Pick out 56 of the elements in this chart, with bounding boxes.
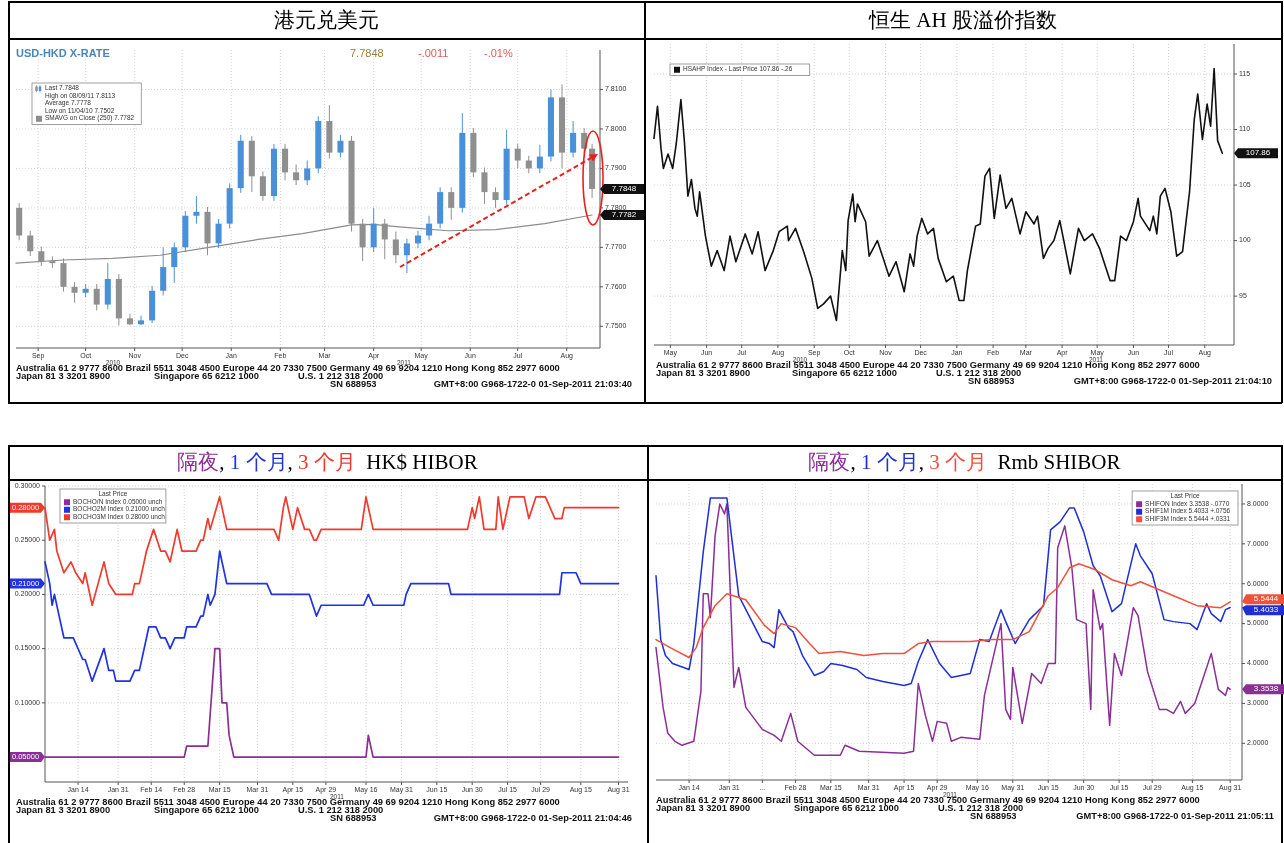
text: Japan 81 3 3201 8900: [16, 805, 111, 815]
text: 5.4033: [1253, 605, 1279, 615]
candlestick: [126, 313, 133, 326]
candlestick: [426, 215, 433, 241]
text: GMT+8:00 G968-1722-0 01-Sep-2011 21:03:40: [433, 379, 632, 389]
candlestick: [514, 143, 521, 169]
text: GMT+8:00 G968-1722-0 01-Sep-2011 21:04:46: [433, 813, 632, 823]
candlestick: [337, 134, 344, 158]
line-series: [655, 563, 1231, 659]
candlestick: [293, 163, 300, 186]
text: SN 688953: [968, 376, 1015, 386]
text: 3.3538: [1253, 684, 1279, 694]
text: Japan 81 3 3201 8900: [16, 371, 111, 381]
chart-title: 恒生 AH 股溢价指数: [867, 6, 1058, 34]
line-series: [653, 67, 1224, 322]
candlestick: [27, 230, 34, 257]
candlestick: [138, 315, 145, 326]
text: 5.5444: [1253, 594, 1279, 604]
annotation: -.01%: [484, 47, 513, 59]
candlestick: [536, 144, 543, 174]
text: SN 688953: [330, 813, 377, 823]
candlestick: [71, 281, 78, 304]
candlestick: [492, 186, 499, 209]
candlestick: [193, 195, 200, 225]
text: GMT+8:00 G968-1722-0 01-Sep-2011 21:05:11: [1076, 811, 1274, 821]
candlestick: [370, 207, 377, 253]
candlestick: [481, 167, 488, 205]
candlestick: [304, 160, 311, 186]
chart-title: 隔夜, 1 个月, 3 个月 Rmb SHIBOR: [807, 448, 1122, 476]
candlestick: [403, 238, 410, 274]
line-series: [655, 497, 1231, 687]
text: SN 688953: [330, 379, 377, 389]
candlestick: [259, 171, 266, 202]
text: 7.7782: [611, 210, 637, 220]
candlestick: [381, 218, 388, 260]
candlestick: [93, 283, 100, 311]
candlestick: [392, 231, 399, 264]
line-series: [655, 503, 1231, 757]
candlestick: [171, 242, 178, 284]
chart-title: 港元兑美元: [272, 6, 380, 34]
candlestick: [215, 218, 222, 249]
annotation: -.0011: [418, 47, 449, 59]
text: GMT+8:00 G968-1722-0 01-Sep-2011 21:04:10: [1073, 376, 1272, 386]
line-series: [44, 550, 620, 683]
text: 7.7848: [611, 184, 637, 194]
text: Japan 81 3 3201 8900: [656, 368, 751, 378]
chart-title: 隔夜, 1 个月, 3 个月 HK$ HIBOR: [176, 448, 479, 476]
candlestick: [282, 143, 289, 181]
text: SN 688953: [970, 811, 1017, 821]
text: 107.86: [1245, 148, 1271, 158]
text: Japan 81 3 3201 8900: [656, 803, 751, 813]
candlestick: [160, 246, 167, 296]
candlestick: [570, 120, 577, 158]
candlestick: [448, 186, 455, 221]
annotation: USD-HKD X-RATE: [16, 47, 110, 59]
annotation: 7.7848: [350, 47, 384, 59]
